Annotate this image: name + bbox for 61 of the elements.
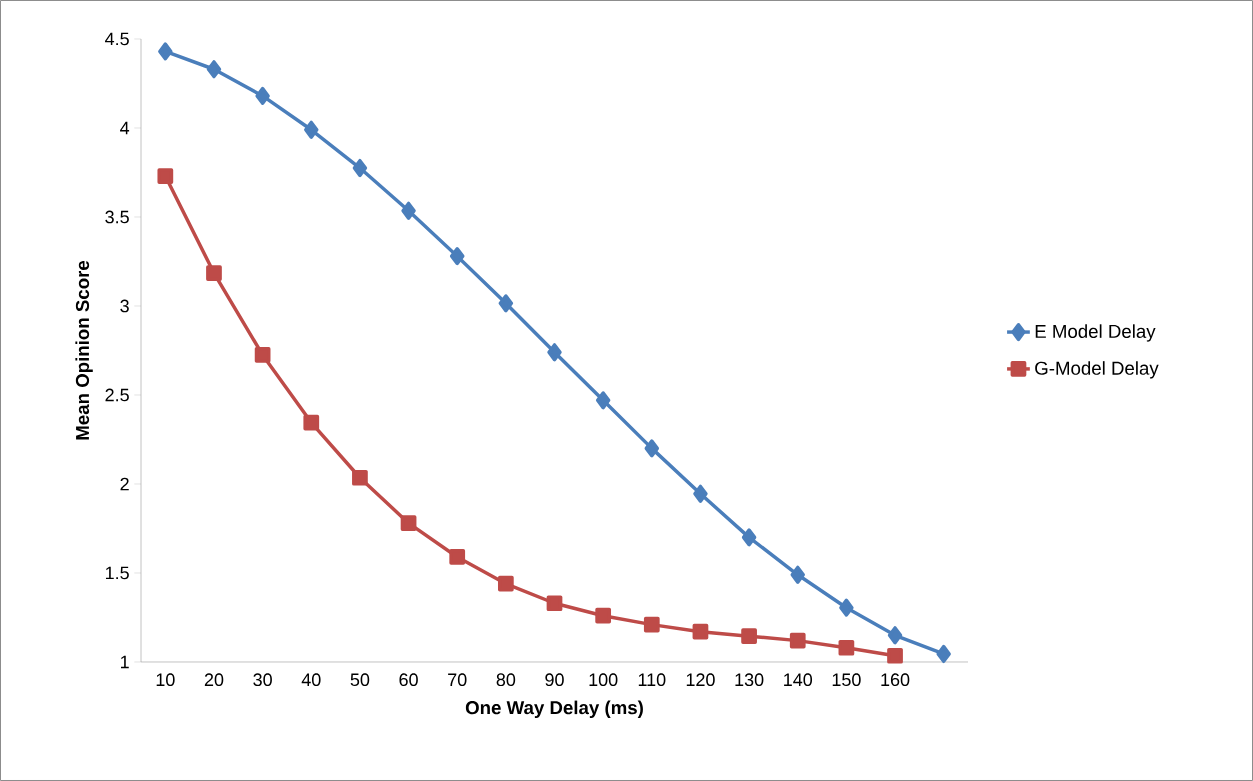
point [839, 598, 854, 617]
x-tick-label: 60 [399, 673, 418, 687]
y-tick-label: 3 [120, 299, 129, 313]
y-tick-label: 3.5 [105, 210, 129, 224]
point [352, 158, 368, 178]
x-tick-label: 90 [545, 673, 564, 687]
x-tick-label: 80 [496, 673, 516, 687]
point [206, 60, 222, 79]
y-tick-label: 1.5 [105, 566, 129, 580]
point [595, 607, 612, 624]
x-tick-label: 20 [204, 673, 224, 687]
x-tick-label: 130 [735, 673, 764, 687]
point [401, 201, 416, 220]
legend-label: E Model Delay [1035, 324, 1156, 342]
x-tick-label: 150 [832, 673, 861, 687]
x-tick-label: 30 [253, 673, 272, 687]
x-tick-label: 120 [686, 673, 715, 687]
point [449, 247, 465, 266]
point [497, 575, 514, 592]
point [790, 565, 805, 584]
point [206, 265, 222, 281]
point [547, 343, 562, 362]
legend-label: G-Model Delay [1035, 361, 1159, 379]
y-tick-label: 4 [120, 121, 130, 135]
point [693, 484, 708, 503]
point [887, 626, 903, 645]
x-tick-label: 140 [784, 673, 813, 687]
point [498, 294, 514, 313]
y-tick-label: 1 [121, 655, 129, 669]
point [838, 639, 855, 656]
point [887, 647, 903, 664]
point [789, 632, 806, 649]
x-tick-label: 100 [589, 673, 618, 687]
x-tick-label: 10 [156, 673, 175, 687]
point [158, 42, 173, 61]
point [303, 414, 320, 431]
point [741, 628, 757, 645]
point [936, 644, 951, 664]
x-tick-label: 160 [881, 673, 910, 687]
point [643, 616, 660, 633]
point [692, 623, 709, 640]
point [741, 528, 757, 547]
x-tick-label: 40 [301, 673, 321, 687]
point [352, 469, 368, 486]
y-axis-title: Mean Opinion Score [75, 260, 93, 440]
y-tick-label: 4.5 [105, 32, 129, 46]
point [449, 549, 466, 565]
x-tick-label: 110 [638, 673, 666, 687]
point [546, 595, 563, 612]
x-tick-label: 70 [448, 673, 467, 687]
point [595, 391, 611, 410]
y-tick-label: 2 [120, 477, 129, 491]
y-tick-label: 2.5 [105, 388, 129, 402]
point [255, 86, 270, 106]
x-axis-title: One Way Delay (ms) [465, 700, 643, 718]
x-tick-label: 50 [350, 673, 370, 687]
point [304, 120, 319, 139]
point [254, 347, 271, 363]
point [644, 439, 660, 458]
point [157, 168, 174, 184]
point [400, 515, 417, 532]
